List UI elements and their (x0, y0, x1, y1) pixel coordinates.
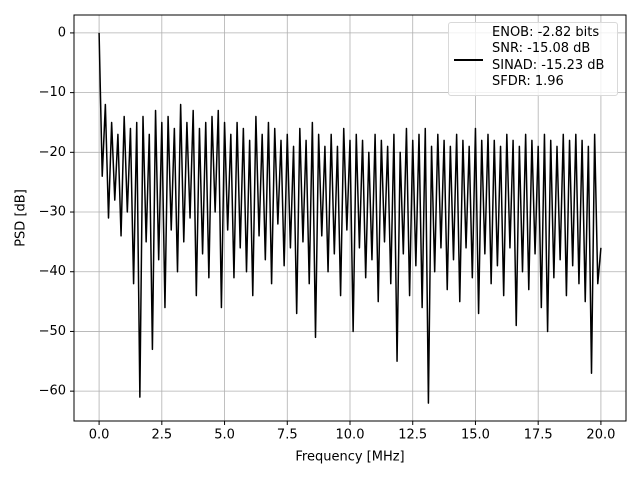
y-tick-label: −40 (39, 264, 66, 279)
x-tick-label: 5.0 (214, 428, 235, 443)
legend: ENOB: -2.82 bits SNR: -15.08 dB SINAD: -… (448, 22, 618, 96)
legend-label: ENOB: -2.82 bits SNR: -15.08 dB SINAD: -… (492, 25, 605, 89)
x-tick-label: 12.5 (398, 428, 427, 443)
y-tick-label: −30 (39, 205, 66, 220)
x-tick-label: 20.0 (586, 428, 615, 443)
x-tick-label: 10.0 (336, 428, 365, 443)
legend-swatch (454, 59, 483, 61)
x-tick-label: 17.5 (524, 428, 553, 443)
psd-line (98, 32, 602, 404)
x-tick-label: 0.0 (89, 428, 110, 443)
x-tick-label: 7.5 (277, 428, 298, 443)
x-tick-label: 2.5 (151, 428, 172, 443)
y-tick-label: −50 (39, 324, 66, 339)
y-axis-label: PSD [dB] (14, 189, 29, 247)
y-tick-label: −20 (39, 145, 66, 160)
plot-frame (73, 14, 627, 422)
y-tick-label: 0 (58, 25, 66, 40)
x-tick-label: 15.0 (461, 428, 490, 443)
x-axis-label: Frequency [MHz] (295, 450, 404, 465)
y-tick-label: −60 (39, 384, 66, 399)
y-tick-label: −10 (39, 85, 66, 100)
